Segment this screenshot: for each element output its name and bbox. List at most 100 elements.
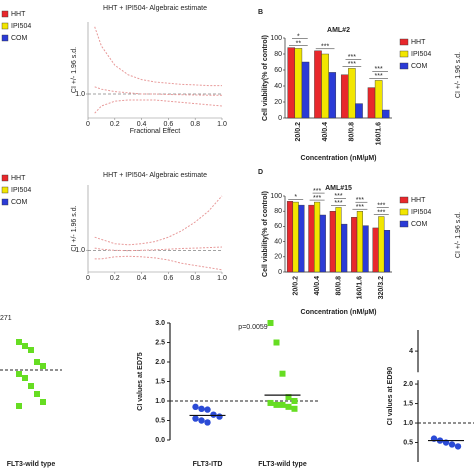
significance-label: *** <box>334 193 342 200</box>
y-axis-label: CI values at ED75 <box>137 352 144 410</box>
legend-swatch <box>1 22 9 30</box>
data-point <box>16 371 22 377</box>
y-tick-label: 3.0 <box>155 320 165 327</box>
ci-curve <box>94 195 223 246</box>
bar <box>351 217 358 273</box>
legend-label: HHT <box>411 39 426 46</box>
y-tick-label: 60 <box>274 223 282 230</box>
legend-label: IPI504 <box>11 23 31 30</box>
significance-label: *** <box>313 188 321 195</box>
y-tick-label: 100 <box>270 35 282 42</box>
legend-swatch <box>399 208 409 216</box>
legend-label: COM <box>411 63 428 70</box>
data-point <box>34 391 40 397</box>
data-point <box>28 347 34 353</box>
legend-label: HHT <box>411 197 426 204</box>
x-tick-label: 1.0 <box>217 275 227 282</box>
significance-label: * <box>297 33 300 40</box>
ci-curve <box>94 99 223 114</box>
x-tick-label: 0.6 <box>164 121 174 128</box>
legend-swatch <box>399 196 409 204</box>
data-point <box>204 406 211 413</box>
y-tick-label: 40 <box>274 83 282 90</box>
data-point <box>40 363 46 369</box>
bar <box>374 80 383 119</box>
x-tick-label: 80/0.8 <box>349 122 356 142</box>
y-tick-label: 0 <box>278 115 282 122</box>
data-point <box>204 419 211 426</box>
side-label: CI +/- 1.96 s.d. <box>455 52 462 98</box>
chart-title: 271 <box>0 315 12 322</box>
x-tick-label: FLT3-ITD <box>193 461 223 468</box>
x-tick-label: 0.6 <box>164 275 174 282</box>
bar <box>298 204 305 273</box>
significance-label: *** <box>356 197 364 204</box>
x-tick-label: FLT3-wild type <box>258 461 307 468</box>
x-tick-label: 40/0.4 <box>322 122 329 142</box>
legend-label: IPI504 <box>411 209 431 216</box>
bar <box>367 87 376 119</box>
data-point <box>267 399 274 406</box>
y-tick-label: 2.0 <box>403 381 413 388</box>
significance-label: ** <box>296 40 302 47</box>
chart-title: AML#2 <box>327 27 350 34</box>
y-axis-label: Cell viability(% of control) <box>262 35 269 121</box>
chart-title: AML#15 <box>325 185 352 192</box>
legend-label: COM <box>411 221 428 228</box>
data-point <box>216 413 223 420</box>
x-axis-label: Concentration (nM/µM) <box>301 309 377 316</box>
legend-swatch <box>1 186 9 194</box>
significance-label: *** <box>348 61 356 68</box>
data-point <box>192 403 199 411</box>
legend-swatch <box>399 38 409 46</box>
data-point <box>192 415 199 422</box>
bar <box>321 53 329 119</box>
y-tick-label: 0.5 <box>403 439 413 446</box>
y-tick-label: 80 <box>274 208 282 215</box>
bar <box>362 225 369 273</box>
bar <box>378 216 385 273</box>
data-point <box>285 394 292 401</box>
x-tick-label: 0.8 <box>190 275 200 282</box>
x-tick-label: FLT3-wild type <box>7 461 56 468</box>
bar <box>348 68 356 119</box>
bar <box>292 201 299 273</box>
bar <box>356 210 363 273</box>
x-tick-label: 0.4 <box>137 121 147 128</box>
data-point <box>291 398 298 404</box>
x-tick-label: 0 <box>86 275 90 282</box>
legend-label: COM <box>11 35 28 42</box>
y-tick-label: 0.5 <box>155 417 165 424</box>
significance-label: *** <box>348 54 356 61</box>
x-tick-label: 20/0.2 <box>293 276 300 296</box>
significance-label: *** <box>334 200 342 207</box>
data-point <box>273 401 280 408</box>
y-axis-label: CI values at ED90 <box>387 367 394 425</box>
y-tick-label: 1.0 <box>75 247 85 254</box>
data-point <box>210 411 217 418</box>
legend-swatch <box>399 220 409 228</box>
ci-curve <box>94 86 222 96</box>
significance-label: *** <box>375 73 383 80</box>
x-tick-label: 1.0 <box>217 121 227 128</box>
x-axis-label: Concentration (nM/µM) <box>301 155 377 162</box>
significance-label: *** <box>375 66 383 73</box>
chart-title: HHT + IPI504- Algebraic estimate <box>103 172 207 179</box>
y-tick-label: 0 <box>278 269 282 276</box>
x-tick-label: 0.2 <box>110 121 120 128</box>
bar <box>355 103 363 119</box>
bar <box>383 229 391 273</box>
legend-label: IPI504 <box>11 187 31 194</box>
data-point <box>267 320 274 326</box>
panel-label: D <box>258 169 263 176</box>
x-tick-label: 20/0.2 <box>295 122 302 142</box>
legend-swatch <box>1 174 9 182</box>
data-point <box>285 403 292 410</box>
y-tick-label: 80 <box>274 51 282 58</box>
data-point <box>22 343 28 349</box>
y-tick-label: 0.0 <box>155 437 165 444</box>
data-point <box>279 401 286 408</box>
data-point <box>22 375 28 381</box>
